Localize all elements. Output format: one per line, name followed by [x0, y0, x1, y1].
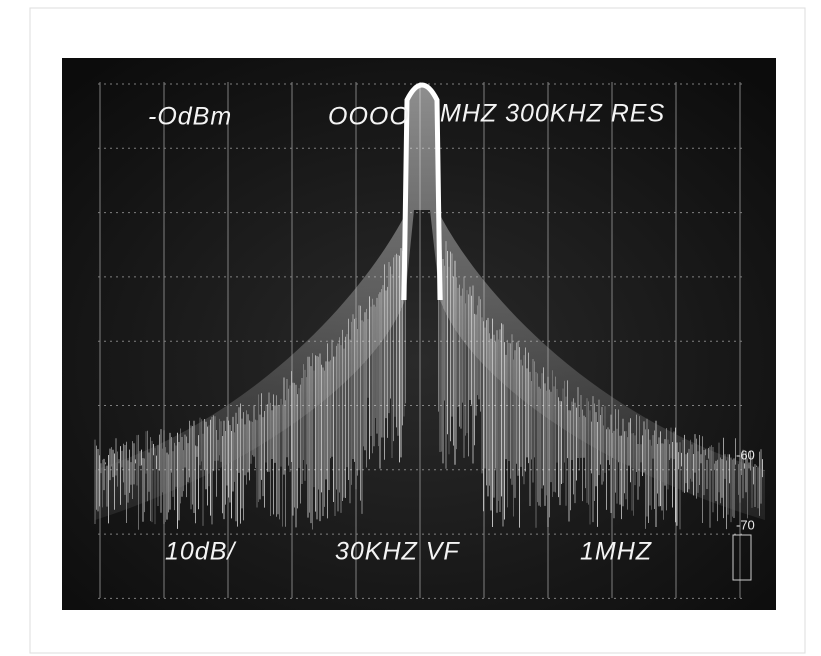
screen-text: MHZ 300KHZ RES — [440, 100, 665, 128]
screen-text: 30KHZ VF — [335, 538, 460, 566]
screen-text: OOOO — [328, 103, 410, 131]
scale-label: -60 — [736, 447, 755, 462]
screen-text: -OdBm — [148, 103, 232, 131]
screen-text: 1MHZ — [580, 538, 652, 566]
screen-text: 10dB/ — [165, 538, 237, 566]
scale-label: -70 — [736, 517, 755, 532]
photo: -OdBm OOOO MHZ 300KHZ RES 10dB/ 30KHZ VF… — [0, 0, 821, 656]
